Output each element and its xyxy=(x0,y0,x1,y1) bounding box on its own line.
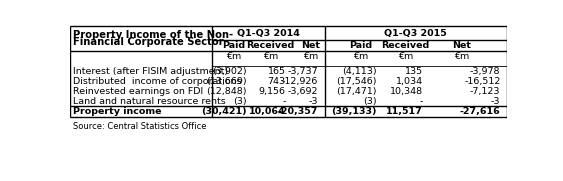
Text: Received: Received xyxy=(246,41,294,50)
Text: (17,546): (17,546) xyxy=(336,77,377,86)
Text: Interest (after FISIM adjustment): Interest (after FISIM adjustment) xyxy=(74,67,229,76)
Text: 9,156: 9,156 xyxy=(259,87,286,96)
Text: Reinvested earnings on FDI: Reinvested earnings on FDI xyxy=(74,87,204,96)
Text: -16,512: -16,512 xyxy=(464,77,501,86)
Text: €m: €m xyxy=(303,52,318,61)
Text: (13,669): (13,669) xyxy=(207,77,247,86)
Text: Received: Received xyxy=(381,41,430,50)
Text: Paid: Paid xyxy=(222,41,245,50)
Text: €m: €m xyxy=(263,52,278,61)
Text: 10,064: 10,064 xyxy=(249,107,286,116)
Text: €m: €m xyxy=(397,52,413,61)
Text: -3,737: -3,737 xyxy=(288,67,318,76)
Text: -: - xyxy=(283,97,286,106)
Text: -3,692: -3,692 xyxy=(288,87,318,96)
Text: €m: €m xyxy=(226,52,242,61)
Text: Property income: Property income xyxy=(74,107,162,116)
Text: Source: Central Statistics Office: Source: Central Statistics Office xyxy=(74,122,207,131)
Text: 11,517: 11,517 xyxy=(386,107,423,116)
Text: (17,471): (17,471) xyxy=(336,87,377,96)
Text: (3): (3) xyxy=(234,97,247,106)
Text: 135: 135 xyxy=(405,67,423,76)
Text: Paid: Paid xyxy=(350,41,373,50)
Text: 10,348: 10,348 xyxy=(390,87,423,96)
Text: (3): (3) xyxy=(363,97,377,106)
Text: 165: 165 xyxy=(268,67,286,76)
Text: -27,616: -27,616 xyxy=(460,107,501,116)
Text: -12,926: -12,926 xyxy=(282,77,318,86)
Text: -3: -3 xyxy=(309,97,318,106)
Text: €m: €m xyxy=(454,52,470,61)
Text: Q1-Q3 2014: Q1-Q3 2014 xyxy=(237,29,300,38)
Text: -20,357: -20,357 xyxy=(278,107,318,116)
Text: Distributed  income of corporations: Distributed income of corporations xyxy=(74,77,242,86)
Text: 1,034: 1,034 xyxy=(396,77,423,86)
Text: -: - xyxy=(419,97,423,106)
Text: Financial Corporate Sector: Financial Corporate Sector xyxy=(74,37,224,47)
Text: -7,123: -7,123 xyxy=(470,87,501,96)
Text: (12,848): (12,848) xyxy=(207,87,247,96)
Text: 743: 743 xyxy=(267,77,286,86)
Text: -3,978: -3,978 xyxy=(470,67,501,76)
Text: Q1-Q3 2015: Q1-Q3 2015 xyxy=(385,29,447,38)
Text: (4,113): (4,113) xyxy=(342,67,377,76)
Text: Land and natural resource rents: Land and natural resource rents xyxy=(74,97,226,106)
Text: Property Income of the Non-: Property Income of the Non- xyxy=(74,30,234,40)
Text: -3: -3 xyxy=(491,97,501,106)
Text: Net: Net xyxy=(452,41,471,50)
Text: (3,902): (3,902) xyxy=(212,67,247,76)
Text: Net: Net xyxy=(301,41,320,50)
Text: (39,133): (39,133) xyxy=(331,107,377,116)
Text: (30,421): (30,421) xyxy=(202,107,247,116)
Text: €m: €m xyxy=(354,52,369,61)
